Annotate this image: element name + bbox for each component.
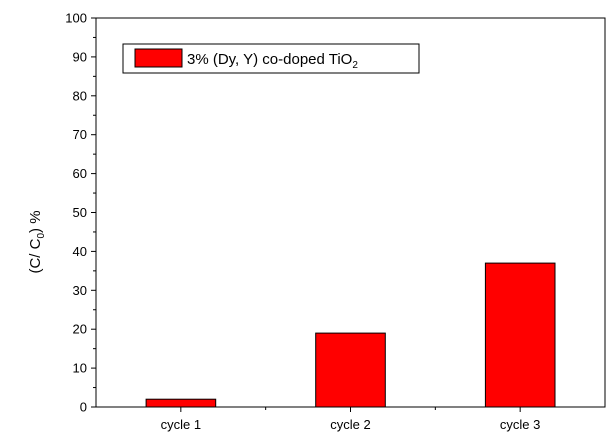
x-tick-label: cycle 3 (500, 417, 540, 432)
y-tick-label: 30 (73, 283, 87, 298)
y-axis-title-part-2: ) % (27, 210, 44, 233)
y-tick-label: 50 (73, 205, 87, 220)
bars-layer (145, 262, 556, 408)
y-axis-title-subscript: 0 (36, 233, 47, 239)
y-tick-label: 20 (73, 322, 87, 337)
legend: 3% (Dy, Y) co-doped TiO2 (122, 43, 420, 74)
y-tick-label: 0 (80, 400, 87, 415)
x-tick-label: cycle 1 (161, 417, 201, 432)
legend-label-part-1: 3% (Dy, Y) co-doped TiO (187, 51, 352, 68)
legend-label-subscript: 2 (352, 60, 358, 71)
y-tick-label: 100 (65, 11, 87, 26)
y-tick-label: 90 (73, 49, 87, 64)
y-tick-label: 40 (73, 244, 87, 259)
bar-cycle-3 (484, 262, 556, 408)
y-tick-label: 60 (73, 166, 87, 181)
y-tick-label: 70 (73, 127, 87, 142)
legend-label: 3% (Dy, Y) co-doped TiO2 (187, 51, 358, 71)
bar-cycle-2 (315, 332, 386, 408)
y-tick-label: 80 (73, 88, 87, 103)
legend-swatch (134, 48, 183, 68)
y-tick-label: 10 (73, 361, 87, 376)
y-axis-title: (C/ C0) % (27, 210, 47, 273)
bar-cycle-1 (145, 398, 217, 408)
ticks-layer: cycle 1 cycle 2 cycle 3 0 10 20 30 40 50 60 70 80 90… (65, 11, 540, 433)
y-axis-title-part-1: (C/ C (27, 238, 44, 273)
x-tick-label: cycle 2 (330, 417, 370, 432)
